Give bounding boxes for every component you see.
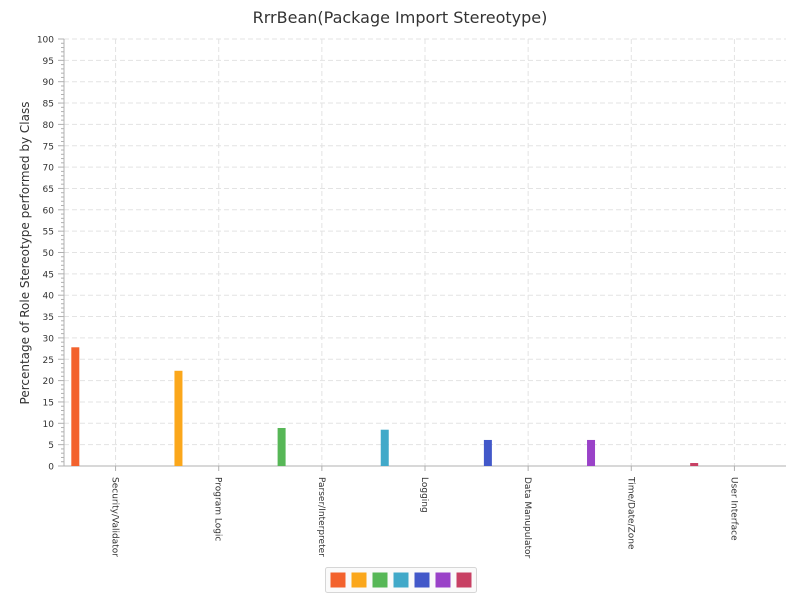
y-tick-label: 75: [43, 142, 54, 152]
bar: [380, 429, 389, 466]
legend-swatch: [372, 572, 388, 588]
x-tick-labels: Security/Validator Program Logic Parser/In…: [110, 476, 739, 559]
y-tick-label: 65: [43, 185, 54, 195]
y-tick-label: 10: [43, 420, 55, 430]
y-tick-label: 30: [43, 334, 55, 344]
y-tick-label: 60: [43, 206, 55, 216]
x-tick-label: Parser/Interpreter: [316, 477, 326, 557]
y-tick-label: 15: [43, 398, 54, 408]
y-tick-label: 35: [43, 313, 54, 323]
grid-lines: [64, 38, 786, 466]
bars: [71, 347, 699, 466]
bar: [277, 427, 286, 466]
chart-title: RrrBean(Package Import Stereotype): [253, 8, 548, 27]
y-tick-label: 45: [43, 270, 54, 280]
x-tick-label: Security/Validator: [110, 477, 120, 557]
y-tick-label: 50: [43, 249, 55, 259]
y-tick-label: 100: [37, 36, 54, 46]
y-tick-label: 25: [43, 356, 54, 366]
x-tick-label: Data Manupulator: [522, 477, 532, 559]
x-tick-label: User Interface: [728, 477, 738, 541]
bar: [483, 439, 492, 466]
legend: [325, 567, 477, 593]
legend-swatch: [435, 572, 451, 588]
bar: [174, 370, 183, 466]
y-tick-label: 70: [43, 164, 55, 174]
legend-swatch: [414, 572, 430, 588]
x-tick-label: Logging: [419, 477, 429, 513]
y-axis-label: Percentage of Role Stereotype performed …: [18, 102, 32, 405]
axes: [58, 38, 786, 471]
y-tick-label: 55: [43, 228, 54, 238]
bar: [587, 439, 596, 466]
legend-swatch: [351, 572, 367, 588]
y-tick-label: 20: [43, 377, 55, 387]
y-tick-label: 40: [43, 292, 55, 302]
bar: [690, 463, 699, 466]
x-tick-label: Program Logic: [213, 477, 223, 541]
x-tick-label: Time/Date/Zone: [625, 476, 635, 550]
y-tick-labels: 0 5 10 15 20 25 30 35 40 45 50 55 60 65 70 75 80 85 90 95 10…: [37, 36, 54, 473]
y-tick-label: 90: [43, 78, 55, 88]
y-tick-label: 95: [43, 57, 54, 67]
y-tick-label: 0: [48, 463, 54, 473]
y-tick-label: 85: [43, 100, 54, 110]
bar: [71, 347, 80, 466]
y-tick-label: 5: [48, 441, 54, 451]
legend-swatch: [393, 572, 409, 588]
y-tick-label: 80: [43, 121, 55, 131]
legend-swatch: [456, 572, 472, 588]
legend-swatch: [330, 572, 346, 588]
